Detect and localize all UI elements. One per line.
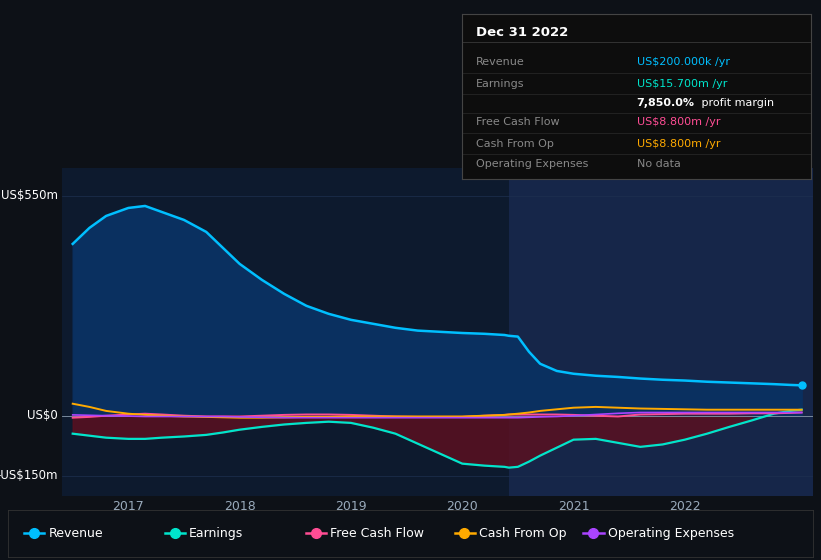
Text: Revenue: Revenue	[48, 527, 103, 540]
Text: Operating Expenses: Operating Expenses	[608, 527, 734, 540]
Text: Dec 31 2022: Dec 31 2022	[476, 26, 568, 39]
Text: Free Cash Flow: Free Cash Flow	[476, 117, 560, 127]
Text: US$200.000k /yr: US$200.000k /yr	[637, 57, 730, 67]
Text: US$8.800m /yr: US$8.800m /yr	[637, 139, 720, 149]
Bar	[509, 168, 813, 496]
Text: US$15.700m /yr: US$15.700m /yr	[637, 79, 727, 89]
Text: US$8.800m /yr: US$8.800m /yr	[637, 117, 720, 127]
Text: profit margin: profit margin	[698, 98, 774, 108]
Text: Free Cash Flow: Free Cash Flow	[330, 527, 424, 540]
Text: Operating Expenses: Operating Expenses	[476, 160, 589, 169]
Text: Cash From Op: Cash From Op	[479, 527, 566, 540]
Text: US$550m: US$550m	[1, 189, 57, 203]
Text: -US$150m: -US$150m	[0, 469, 57, 482]
Text: Revenue: Revenue	[476, 57, 525, 67]
Text: No data: No data	[637, 160, 681, 169]
Text: Cash From Op: Cash From Op	[476, 139, 554, 149]
Text: Earnings: Earnings	[189, 527, 244, 540]
Text: Earnings: Earnings	[476, 79, 525, 89]
Text: US$0: US$0	[27, 409, 57, 422]
Text: 7,850.0%: 7,850.0%	[637, 98, 695, 108]
